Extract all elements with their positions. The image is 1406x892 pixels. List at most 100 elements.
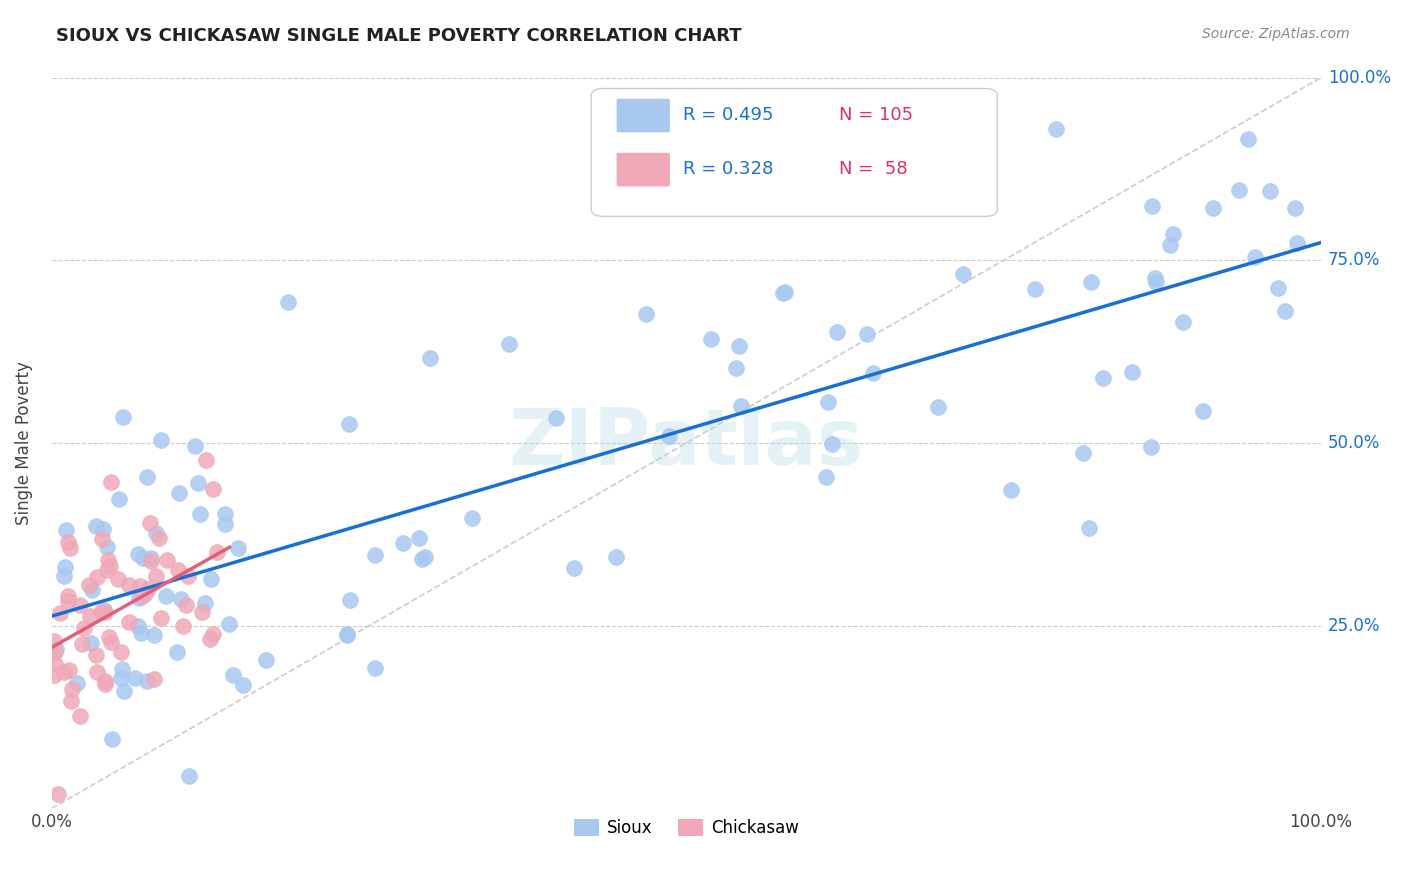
Point bbox=[461, 511, 484, 525]
Point bbox=[194, 453, 217, 467]
Point bbox=[1080, 275, 1102, 289]
Point bbox=[108, 491, 131, 506]
Point bbox=[1140, 440, 1163, 454]
Point bbox=[498, 337, 520, 351]
Point bbox=[136, 582, 159, 596]
Point bbox=[135, 674, 157, 689]
Point bbox=[1092, 371, 1115, 385]
Point bbox=[55, 559, 77, 574]
Point bbox=[254, 652, 277, 666]
Text: 50.0%: 50.0% bbox=[1329, 434, 1381, 452]
Point bbox=[134, 587, 156, 601]
Point bbox=[727, 339, 749, 353]
Text: SIOUX VS CHICKASAW SINGLE MALE POVERTY CORRELATION CHART: SIOUX VS CHICKASAW SINGLE MALE POVERTY C… bbox=[56, 27, 742, 45]
Point bbox=[1202, 202, 1225, 216]
Point bbox=[90, 605, 112, 619]
Point bbox=[86, 665, 108, 680]
FancyBboxPatch shape bbox=[617, 99, 669, 132]
Point bbox=[127, 619, 149, 633]
Point bbox=[55, 523, 77, 537]
Point bbox=[636, 307, 658, 321]
Text: R = 0.328: R = 0.328 bbox=[682, 160, 773, 178]
Point bbox=[952, 267, 974, 281]
Point bbox=[862, 366, 884, 380]
Point bbox=[364, 548, 387, 562]
Point bbox=[700, 333, 723, 347]
Point bbox=[58, 589, 80, 603]
Point bbox=[187, 475, 209, 490]
Point bbox=[59, 541, 82, 555]
Point bbox=[927, 400, 949, 414]
Point bbox=[1284, 201, 1306, 215]
Point bbox=[156, 553, 179, 567]
Point bbox=[66, 676, 89, 690]
Point bbox=[111, 410, 134, 425]
Point bbox=[336, 627, 359, 641]
Point bbox=[93, 673, 115, 688]
Point bbox=[411, 552, 433, 566]
Point bbox=[815, 470, 838, 484]
Point bbox=[201, 627, 224, 641]
FancyBboxPatch shape bbox=[591, 88, 997, 217]
Point bbox=[1192, 404, 1215, 418]
Point bbox=[214, 507, 236, 521]
Point bbox=[730, 399, 752, 413]
Point bbox=[564, 561, 586, 575]
Point bbox=[772, 285, 794, 300]
Point bbox=[658, 429, 681, 443]
Point bbox=[1144, 270, 1167, 285]
Point bbox=[392, 536, 415, 550]
Text: R = 0.495: R = 0.495 bbox=[682, 106, 773, 124]
Point bbox=[408, 531, 430, 545]
Point bbox=[277, 294, 299, 309]
Point bbox=[1267, 281, 1289, 295]
Point bbox=[226, 541, 249, 555]
Point bbox=[167, 486, 190, 500]
Point bbox=[44, 644, 66, 658]
Point bbox=[141, 554, 163, 568]
Point bbox=[69, 708, 91, 723]
Point bbox=[198, 632, 221, 646]
Point bbox=[1140, 199, 1163, 213]
Text: N = 105: N = 105 bbox=[839, 106, 912, 124]
Point bbox=[817, 394, 839, 409]
Y-axis label: Single Male Poverty: Single Male Poverty bbox=[15, 361, 32, 524]
Point bbox=[91, 522, 114, 536]
Point bbox=[821, 437, 844, 451]
Point bbox=[188, 507, 211, 521]
Point bbox=[107, 572, 129, 586]
Point bbox=[84, 518, 107, 533]
Point bbox=[100, 475, 122, 489]
Point bbox=[825, 325, 848, 339]
Point bbox=[419, 351, 441, 366]
Point bbox=[142, 672, 165, 686]
Point bbox=[136, 469, 159, 483]
Point bbox=[605, 549, 627, 564]
Text: 25.0%: 25.0% bbox=[1329, 616, 1381, 635]
Point bbox=[1286, 235, 1309, 250]
Text: 100.0%: 100.0% bbox=[1329, 69, 1391, 87]
Point bbox=[112, 684, 135, 698]
Point bbox=[174, 598, 197, 612]
Text: ZIPatlas: ZIPatlas bbox=[509, 405, 863, 481]
Point bbox=[100, 732, 122, 747]
Point bbox=[1159, 238, 1181, 252]
Point bbox=[724, 361, 747, 376]
Point bbox=[77, 577, 100, 591]
Point bbox=[200, 572, 222, 586]
Point bbox=[205, 544, 228, 558]
Point bbox=[221, 667, 243, 681]
Point bbox=[90, 532, 112, 546]
Point bbox=[231, 678, 253, 692]
Point bbox=[167, 563, 190, 577]
Point bbox=[1229, 183, 1251, 197]
Point bbox=[544, 411, 567, 425]
Point bbox=[53, 665, 76, 679]
Point bbox=[218, 617, 240, 632]
Point bbox=[100, 635, 122, 649]
Point bbox=[145, 569, 167, 583]
Point bbox=[194, 596, 217, 610]
Point bbox=[202, 482, 225, 496]
Point bbox=[1078, 521, 1101, 535]
Point bbox=[1000, 483, 1022, 498]
